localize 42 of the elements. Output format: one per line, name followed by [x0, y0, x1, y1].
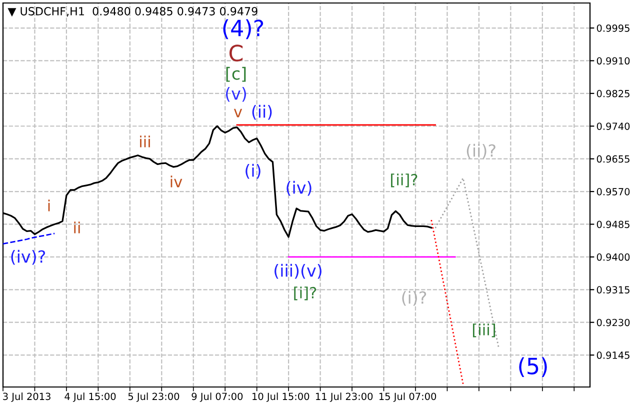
annotation: (iv) — [286, 180, 312, 196]
annotation: (iii)(v) — [274, 264, 322, 279]
annotation: C — [229, 44, 243, 62]
annotation: iv — [170, 176, 182, 188]
y-tick-label: 0.9315 — [596, 286, 630, 294]
x-tick-label: 10 Jul 15:00 — [252, 392, 310, 402]
annotation: i — [48, 200, 50, 212]
annotation: ii — [74, 222, 80, 234]
y-tick-label: 0.9145 — [596, 352, 630, 359]
y-tick-label: 0.9400 — [596, 253, 630, 261]
annotation: [c] — [226, 66, 246, 82]
annotation: [i]? — [294, 286, 316, 300]
x-tick-label: 3 Jul 2013 — [3, 392, 50, 402]
annotation: [ii]? — [391, 174, 418, 188]
y-tick-label: 0.9230 — [596, 318, 630, 326]
y-tick-label: 0.9485 — [596, 220, 630, 228]
y-tick-label: 0.9655 — [596, 155, 630, 163]
x-tick-label: 9 Jul 07:00 — [192, 392, 243, 402]
annotation: (i)? — [402, 290, 426, 306]
line-series — [430, 219, 464, 385]
line-series — [434, 177, 500, 349]
annotation: iii — [140, 136, 150, 148]
y-tick-label: 0.9740 — [596, 122, 630, 130]
annotation: v — [234, 108, 242, 118]
x-tick-label: 4 Jul 15:00 — [64, 392, 116, 402]
x-tick-label: 5 Jul 23:00 — [128, 392, 180, 402]
y-tick-label: 0.9570 — [596, 188, 630, 196]
annotation: (v) — [226, 86, 246, 102]
annotation: (5) — [519, 357, 547, 378]
annotation: (ii) — [252, 104, 272, 120]
x-tick-label: 15 Jul 07:00 — [379, 392, 436, 402]
y-tick-label: 0.9825 — [596, 90, 630, 98]
annotation: (i) — [246, 164, 260, 179]
y-tick-label: 0.9995 — [596, 24, 630, 32]
x-tick-label: 11 Jul 23:00 — [316, 392, 373, 402]
chart-title: ▼ USDCHF,H1 0.9480 0.9485 0.9473 0.9479 — [8, 7, 258, 17]
annotation: (ii)? — [466, 144, 496, 159]
y-tick-label: 0.9910 — [596, 57, 630, 65]
line-series — [3, 232, 56, 245]
annotation: (4)? — [223, 19, 264, 40]
annotation: (iv)? — [11, 250, 46, 265]
annotation: [iii] — [472, 324, 496, 338]
